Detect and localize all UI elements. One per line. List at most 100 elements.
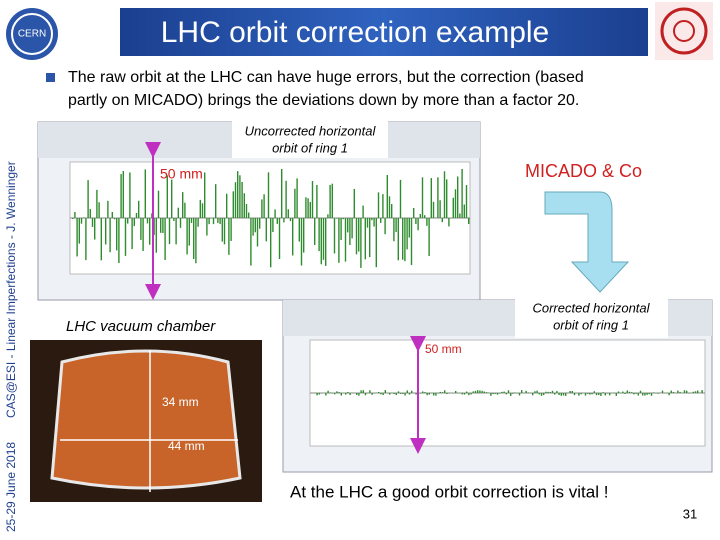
orbit-bar: [274, 209, 276, 218]
orbit-bar: [228, 218, 230, 255]
height-label: 34 mm: [162, 395, 199, 409]
orbit-bar: [446, 393, 448, 395]
orbit-bar: [270, 218, 272, 268]
orbit-bar: [661, 390, 664, 393]
orbit-bar: [404, 393, 406, 396]
orbit-bar: [503, 391, 505, 393]
orbit-bar: [276, 218, 278, 224]
orbit-bar: [408, 393, 411, 395]
orbit-bar: [91, 218, 94, 227]
orbit-bar: [554, 393, 556, 395]
orbit-bar: [441, 392, 444, 393]
orbit-bar: [360, 218, 362, 268]
orbit-bar: [164, 218, 166, 261]
scale-label: 50 mm: [160, 166, 203, 182]
orbit-bar: [527, 392, 529, 393]
orbit-bar: [615, 393, 617, 396]
orbit-bar: [98, 202, 100, 218]
orbit-bar: [364, 218, 366, 260]
orbit-bar: [281, 168, 283, 218]
orbit-bar: [400, 393, 402, 394]
orbit-bar: [336, 391, 338, 393]
orbit-bar: [349, 218, 351, 245]
orbit-bar: [320, 218, 322, 265]
orbit-bar: [686, 390, 688, 393]
orbit-bar: [457, 176, 459, 218]
orbit-bar: [325, 218, 327, 266]
orbit-bar: [287, 209, 289, 218]
orbit-bar: [602, 392, 604, 393]
orbit-bar: [188, 218, 190, 246]
orbit-bar: [105, 218, 107, 245]
cern-logo: [6, 8, 58, 60]
orbit-bar: [74, 211, 76, 218]
orbit-bar: [477, 390, 479, 393]
orbit-bar: [393, 393, 395, 395]
orbit-bar: [388, 196, 391, 218]
orbit-bar: [679, 391, 681, 393]
orbit-bar: [657, 393, 659, 394]
orbit-bar: [393, 218, 395, 242]
orbit-bar: [421, 177, 424, 218]
orbit-bar: [217, 218, 219, 223]
orbit-bar: [613, 393, 615, 394]
orbit-bar: [87, 180, 89, 218]
orbit-bar: [483, 391, 485, 393]
orbit-bar: [318, 393, 320, 395]
orbit-bar: [230, 218, 232, 241]
orbit-bar: [459, 213, 461, 218]
orbit-bar: [380, 393, 382, 395]
orbit-bar: [265, 218, 267, 242]
orbit-bar: [362, 390, 364, 393]
orbit-bar: [377, 192, 380, 218]
orbit-bar: [397, 391, 400, 393]
orbit-bar: [250, 218, 252, 266]
orbit-bar: [448, 218, 450, 227]
orbit-bar: [650, 393, 653, 396]
orbit-bar: [373, 218, 375, 227]
orbit-bar: [406, 218, 408, 250]
orbit-bar: [514, 392, 516, 393]
orbit-bar: [410, 218, 413, 266]
orbit-bar: [461, 169, 463, 218]
orbit-bar: [455, 390, 457, 393]
orbit-bar: [521, 390, 523, 393]
orbit-bar: [441, 218, 443, 223]
orbit-bar: [285, 180, 287, 218]
width-label: 44 mm: [168, 439, 205, 453]
orbit-bar: [318, 218, 320, 252]
orbit-bar: [433, 393, 435, 396]
orbit-bar: [96, 189, 98, 218]
orbit-bar: [439, 200, 441, 218]
orbit-bar: [454, 189, 457, 218]
orbit-bar: [417, 218, 419, 231]
orbit-bar: [510, 393, 512, 396]
orbit-bar: [444, 390, 446, 393]
orbit-bar: [344, 218, 347, 262]
orbit-bar: [395, 218, 397, 233]
orbit-bar: [116, 218, 118, 251]
orbit-bar: [646, 393, 648, 395]
orbit-bar: [382, 393, 384, 395]
orbit-bar: [327, 390, 329, 393]
orbit-bar: [463, 393, 466, 395]
callout-text: orbit of ring 1: [553, 317, 629, 332]
orbit-bar: [461, 393, 463, 395]
orbit-bar: [122, 171, 124, 218]
orbit-bar: [525, 390, 527, 393]
orbit-bar: [355, 218, 358, 255]
orbit-bar: [314, 218, 316, 246]
orbit-bar: [573, 393, 576, 396]
orbit-bar: [254, 218, 256, 233]
orbit-bar: [197, 218, 199, 227]
orbit-bar: [369, 390, 371, 393]
logo-mark: CERN: [18, 29, 46, 40]
orbit-bar: [100, 218, 102, 261]
orbit-bar: [129, 172, 131, 218]
orbit-bar: [415, 393, 417, 395]
orbit-bar: [316, 184, 318, 218]
orbit-bar: [593, 391, 595, 393]
orbit-bar: [490, 393, 492, 396]
orbit-bar: [166, 175, 168, 218]
